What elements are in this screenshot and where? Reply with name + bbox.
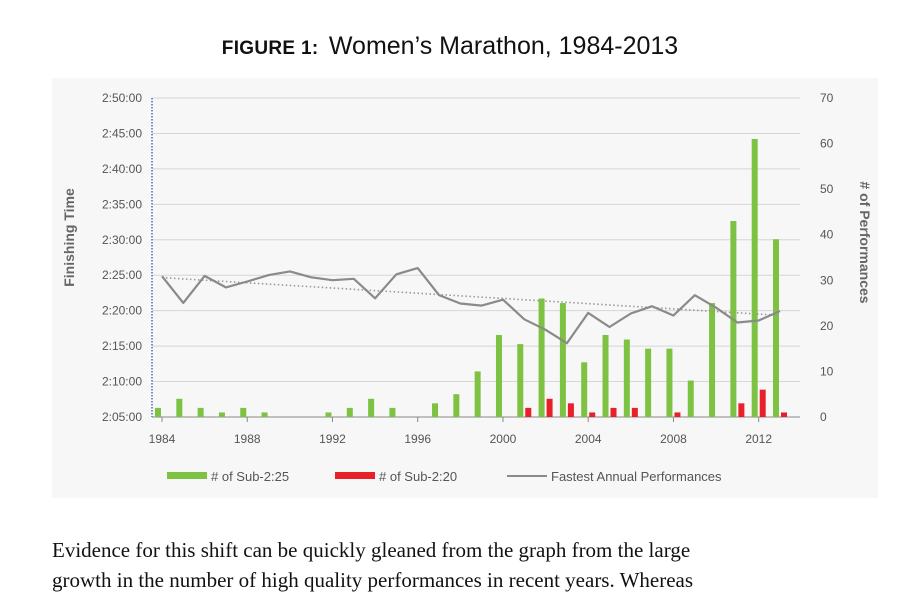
bar-sub-225: [346, 407, 353, 417]
y2-tick-label: 70: [820, 91, 834, 105]
y-tick-label: 2:40:00: [102, 162, 142, 176]
y2-tick-label: 30: [820, 273, 834, 287]
figure-label: FIGURE 1:: [221, 38, 319, 59]
x-tick-label: 1992: [319, 432, 346, 446]
bar-sub-225: [368, 398, 375, 417]
y-tick-label: 2:30:00: [102, 233, 142, 247]
bar-sub-225: [517, 344, 524, 417]
bar-sub-225: [474, 371, 481, 417]
body-text-line-1: Evidence for this shift can be quickly g…: [52, 538, 691, 562]
bar-sub-225: [197, 407, 204, 417]
chart-panel: 2:05:00 2:10:00 2:15:00 2:20:00 2:25:00 2:30:…: [52, 78, 878, 498]
bar-sub-220: [674, 412, 681, 417]
y2-tick-label: 10: [820, 364, 834, 378]
y-tick-label: 2:45:00: [102, 126, 142, 140]
bar-sub-225: [389, 407, 396, 417]
legend-swatch: [335, 472, 375, 479]
y-axis-title: Finishing Time: [61, 188, 77, 287]
bar-sub-220: [567, 403, 574, 417]
bar-sub-225: [155, 407, 161, 417]
x-tick-label: 2012: [745, 432, 772, 446]
y-tick-label: 2:10:00: [102, 375, 142, 389]
y-tick-label: 2:05:00: [102, 410, 142, 424]
bar-sub-225: [623, 339, 630, 417]
bar-sub-225: [559, 303, 566, 417]
legend-label: # of Sub-2:20: [379, 469, 457, 484]
figure-title: FIGURE 1: Women’s Marathon, 1984-2013: [0, 32, 900, 61]
bar-sub-225: [666, 348, 673, 417]
y2-tick-label: 40: [820, 228, 834, 242]
y2-axis-title: # of Performances: [857, 181, 873, 303]
bar-sub-225: [240, 407, 247, 417]
bar-sub-220: [759, 389, 766, 417]
bar-sub-225: [176, 398, 183, 417]
figure-name: Women’s Marathon, 1984-2013: [328, 32, 679, 60]
x-tick-label: 2000: [490, 432, 517, 446]
bar-sub-225: [261, 412, 268, 417]
y-tick-label: 2:35:00: [102, 197, 142, 211]
y2-tick-label: 60: [820, 137, 834, 151]
trend-line: [161, 276, 781, 317]
bar-sub-220: [589, 412, 596, 417]
x-tick-label: 1996: [404, 432, 431, 446]
bar-sub-225: [453, 394, 460, 417]
bar-sub-225: [645, 348, 652, 417]
bar-sub-225: [773, 239, 779, 417]
fastest-performance-line: [161, 267, 781, 345]
bar-sub-225: [581, 362, 588, 417]
body-text-line-2: growth in the number of high quality per…: [52, 568, 694, 592]
y-tick-label: 2:20:00: [102, 304, 142, 318]
legend-label: # of Sub-2:25: [211, 469, 289, 484]
bar-sub-225: [538, 298, 545, 417]
legend-swatch: [167, 472, 207, 479]
bar-sub-225: [432, 403, 439, 417]
bar-sub-225: [709, 303, 716, 417]
bar-sub-225: [218, 412, 225, 417]
bar-sub-220: [781, 412, 787, 417]
legend-label: Fastest Annual Performances: [551, 469, 722, 484]
x-tick-label: 2008: [660, 432, 687, 446]
y2-tick-label: 0: [820, 410, 827, 424]
bar-sub-225: [602, 334, 609, 417]
y-tick-label: 2:50:00: [102, 91, 142, 105]
x-tick-label: 1988: [234, 432, 261, 446]
bar-sub-220: [546, 398, 553, 417]
y2-tick-label: 20: [820, 319, 834, 333]
y-tick-label: 2:15:00: [102, 339, 142, 353]
y-tick-label: 2:25:00: [102, 268, 142, 282]
y2-tick-label: 50: [820, 182, 834, 196]
x-tick-label: 2004: [575, 432, 602, 446]
bar-sub-220: [610, 407, 617, 417]
bar-sub-225: [495, 334, 502, 417]
chart-svg: 2:05:00 2:10:00 2:15:00 2:20:00 2:25:00 2:30:…: [61, 91, 873, 484]
bar-sub-225: [325, 412, 332, 417]
bar-sub-220: [525, 407, 532, 417]
bar-sub-220: [738, 403, 745, 417]
bar-sub-225: [751, 139, 758, 417]
bar-sub-220: [631, 407, 638, 417]
x-tick-label: 1984: [149, 432, 176, 446]
bar-sub-225: [687, 380, 694, 417]
